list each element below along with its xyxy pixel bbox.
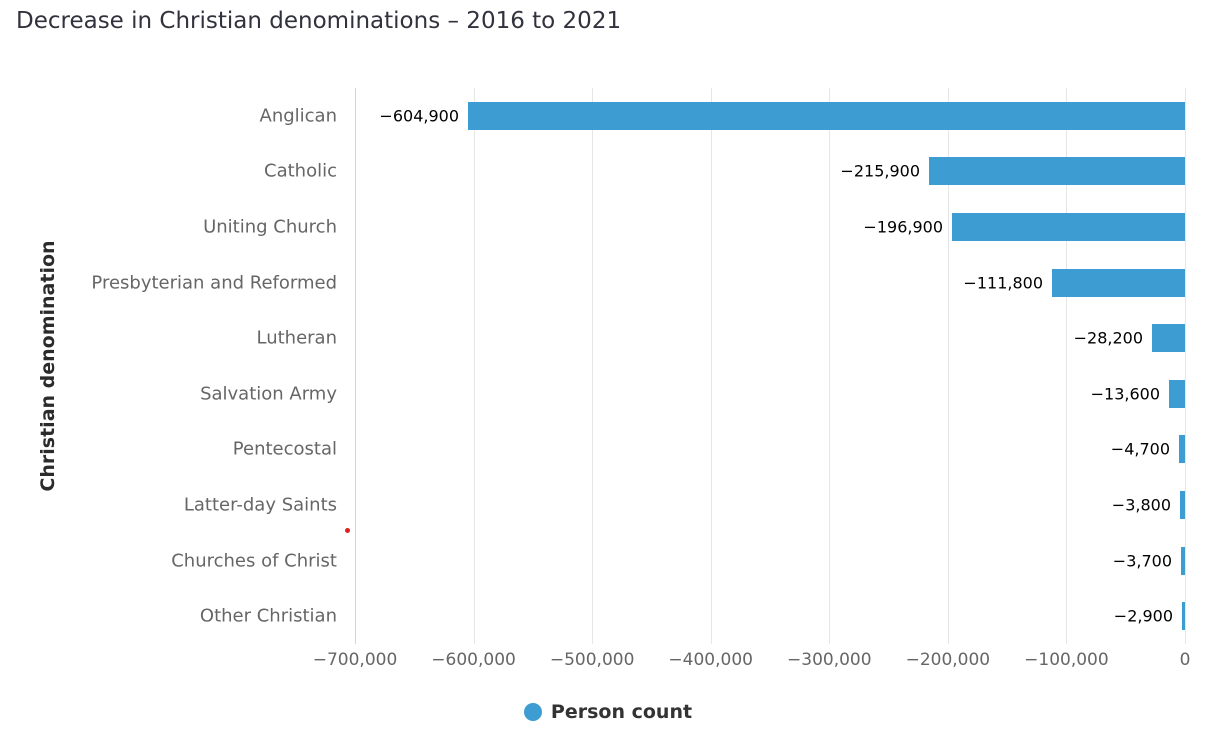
- bar[interactable]: [1182, 602, 1185, 631]
- category-label: Lutheran: [256, 327, 338, 349]
- category-label: Salvation Army: [200, 383, 337, 405]
- legend-item-label: Person count: [550, 701, 693, 723]
- x-tick-label: −700,000: [312, 650, 398, 670]
- y-axis-category-labels: Anglican Catholic Uniting Church Presbyteri…: [0, 88, 337, 644]
- category-label: Anglican: [259, 105, 337, 127]
- x-tick-label: −500,000: [549, 650, 635, 670]
- bar[interactable]: [468, 101, 1185, 130]
- gridline: [1066, 88, 1068, 644]
- gridline: [473, 88, 475, 644]
- plot-area: −604,900 −215,900 −196,900 −111,800 −28,200 −…: [355, 88, 1186, 644]
- bar[interactable]: [1179, 435, 1185, 464]
- bar[interactable]: [1181, 546, 1185, 575]
- bar-value-label: −28,200: [1073, 328, 1143, 348]
- bar[interactable]: [952, 213, 1185, 241]
- x-tick-label: −300,000: [787, 650, 872, 670]
- x-tick-label: −200,000: [905, 650, 991, 670]
- bar-value-label: −3,700: [1112, 551, 1172, 571]
- x-tick-label: 0: [1179, 650, 1191, 670]
- category-label: Latter-day Saints: [183, 494, 337, 516]
- x-tick-label: −600,000: [431, 650, 516, 670]
- category-label: Uniting Church: [203, 216, 337, 238]
- gridline: [710, 88, 712, 644]
- bar-value-label: −215,900: [840, 161, 920, 181]
- bar-value-label: −13,600: [1090, 384, 1160, 404]
- bar-value-label: −3,800: [1111, 495, 1171, 515]
- bar-value-label: −2,900: [1113, 606, 1173, 626]
- bar[interactable]: [1169, 379, 1185, 408]
- x-tick-label: −400,000: [668, 650, 753, 670]
- gridline: [947, 88, 949, 644]
- category-label: Churches of Christ: [171, 550, 337, 572]
- bar[interactable]: [929, 157, 1185, 186]
- chart-title: Decrease in Christian denominations – 20…: [16, 8, 622, 34]
- legend-marker-icon: [523, 703, 542, 721]
- category-label: Other Christian: [199, 605, 337, 627]
- category-label: Pentecostal: [232, 438, 337, 460]
- bar-value-label: −4,700: [1110, 439, 1170, 459]
- category-label: Presbyterian and Reformed: [91, 272, 337, 294]
- bar[interactable]: [1152, 324, 1185, 353]
- legend: Person count: [0, 701, 1216, 723]
- x-tick-label: −100,000: [1024, 650, 1109, 670]
- x-axis-tick-labels: −700,000 −600,000 −500,000 −400,000 −300,000…: [313, 650, 1191, 676]
- red-dot-annotation: [345, 528, 350, 533]
- bar-value-label: −111,800: [963, 273, 1043, 293]
- legend-item-person-count[interactable]: Person count: [523, 701, 693, 723]
- bar-value-label: −604,900: [379, 106, 459, 126]
- bar[interactable]: [1180, 491, 1185, 519]
- gridline: [592, 88, 594, 644]
- gridline: [1185, 88, 1186, 644]
- gridline: [829, 88, 831, 644]
- bar[interactable]: [1052, 268, 1185, 297]
- category-label: Catholic: [264, 160, 337, 182]
- axis-line: [355, 88, 356, 644]
- bar-value-label: −196,900: [863, 217, 943, 237]
